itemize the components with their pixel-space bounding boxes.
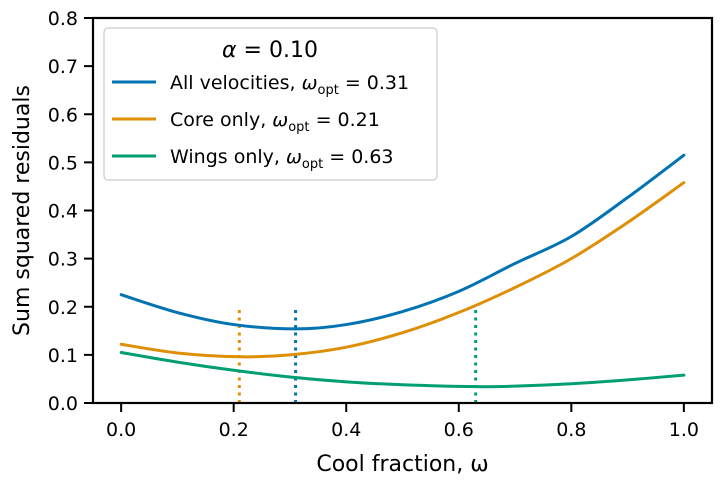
y-tick-label: 0.8 xyxy=(48,8,78,30)
legend-box xyxy=(103,27,438,181)
y-axis-label: Sum squared residuals xyxy=(10,85,35,336)
series-line-1 xyxy=(119,181,686,359)
y-tick-label: 0.3 xyxy=(48,249,78,271)
legend: α = 0.10 All velocities, ωopt = 0.31 Core… xyxy=(103,27,438,181)
y-tick-label: 0.4 xyxy=(48,201,78,223)
x-tick-label: 1.0 xyxy=(669,419,699,441)
legend-title-value: = 0.10 xyxy=(237,38,318,63)
x-tick-label: 0.4 xyxy=(331,419,361,441)
legend-entries: All velocities, ωopt = 0.31 Core only, ωo… xyxy=(112,72,409,172)
y-tick-label: 0.2 xyxy=(48,297,78,319)
y-tick-label: 0.0 xyxy=(48,393,78,415)
x-axis-label: Cool fraction, ω xyxy=(316,452,488,477)
legend-label-2: Wings only, ωopt = 0.63 xyxy=(170,146,394,172)
series-line-2 xyxy=(119,350,686,389)
x-tick-label: 0.8 xyxy=(556,419,586,441)
axis-ticks: 0.0 0.2 0.4 0.6 0.8 1.0 0.0 0.1 0.2 0.3 0.4 0.5 0.6 0… xyxy=(48,8,699,441)
legend-title-symbol: α xyxy=(222,38,237,63)
legend-label-0: All velocities, ωopt = 0.31 xyxy=(170,72,409,98)
y-tick-label: 0.7 xyxy=(48,56,78,78)
series-line-0 xyxy=(119,153,686,331)
plot-area xyxy=(119,153,686,403)
x-tick-label: 0.2 xyxy=(219,419,249,441)
legend-label-1: Core only, ωopt = 0.21 xyxy=(170,109,380,135)
x-tick-label: 0.0 xyxy=(106,419,136,441)
y-tick-label: 0.1 xyxy=(48,345,78,367)
y-tick-label: 0.5 xyxy=(48,152,78,174)
y-tick-label: 0.6 xyxy=(48,104,78,126)
x-tick-label: 0.6 xyxy=(444,419,474,441)
legend-title: α = 0.10 xyxy=(222,38,318,63)
